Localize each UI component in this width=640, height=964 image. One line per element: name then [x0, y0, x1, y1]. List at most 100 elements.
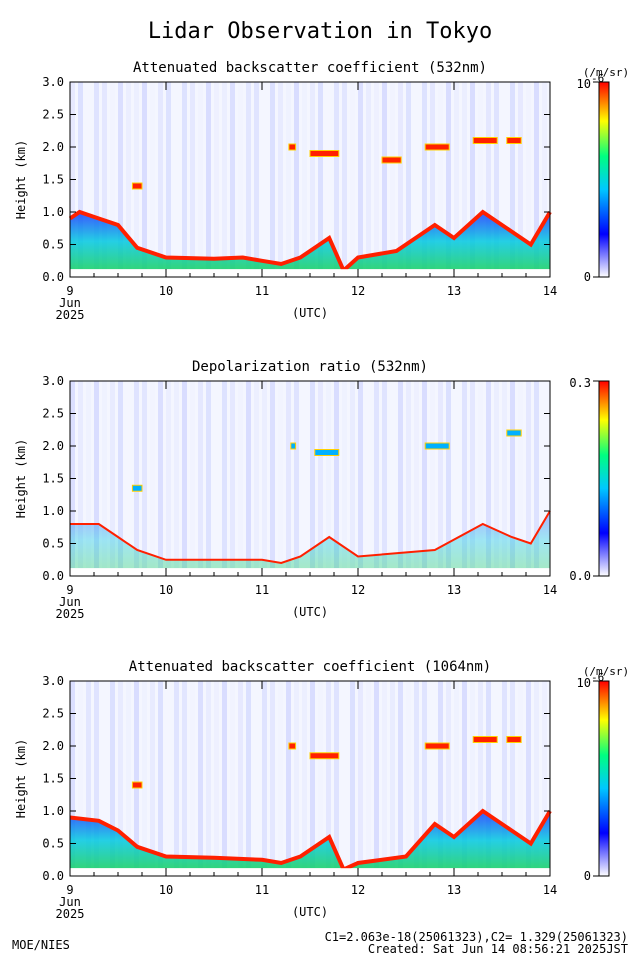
signal-streak: [382, 82, 387, 269]
panels: Attenuated backscatter coefficient (532n…: [14, 60, 629, 921]
signal-streak: [382, 681, 387, 868]
signal-streak: [358, 82, 363, 269]
signal-streak: [510, 381, 515, 568]
colorbar: [598, 380, 610, 577]
signal-streak: [294, 681, 299, 868]
x-tick-label: 11: [255, 284, 269, 298]
signal-streak: [78, 82, 83, 269]
y-tick-label: 0.5: [42, 837, 64, 851]
signal-streak: [150, 82, 155, 269]
colorbar: [598, 680, 610, 877]
signal-streak: [430, 82, 435, 269]
signal-streak: [398, 681, 403, 868]
panel-title: Attenuated backscatter coefficient (532n…: [133, 60, 487, 76]
signal-streak: [182, 381, 187, 568]
colorbar-exponent: -6: [591, 72, 604, 85]
signal-streak: [70, 82, 75, 269]
signal-streak: [318, 381, 323, 568]
cloud-layer: [131, 484, 143, 492]
boundary-layer-top: [69, 808, 552, 873]
signal-streak: [462, 381, 467, 568]
signal-streak: [118, 681, 123, 868]
signal-streak: [110, 681, 115, 868]
cloud-layer: [506, 429, 522, 437]
signal-streak: [166, 381, 171, 568]
signal-streak: [238, 681, 243, 868]
colorbar-min-label: 0: [584, 869, 591, 883]
cloud-layer: [288, 143, 297, 151]
signal-streak: [398, 82, 403, 269]
boundary-layer-top: [68, 209, 552, 274]
signal-streak: [214, 82, 219, 269]
signal-streak: [246, 82, 251, 269]
colorbar-exponent: -6: [591, 671, 604, 684]
signal-streak: [414, 681, 419, 868]
signal-streak: [158, 381, 163, 568]
x-tick-label: 14: [543, 583, 557, 597]
signal-streak: [270, 82, 275, 269]
x-axis-label: (UTC): [292, 905, 328, 919]
signal-streak: [206, 681, 211, 868]
signal-streak: [174, 681, 179, 868]
signal-streak: [190, 82, 195, 269]
signal-streak: [246, 681, 251, 868]
x-tick-label: 9: [66, 883, 73, 897]
figure-title: Lidar Observation in Tokyo: [148, 19, 492, 44]
signal-streak: [390, 82, 395, 269]
signal-streak: [230, 381, 235, 568]
cloud-layer: [309, 752, 340, 760]
signal-streak: [342, 82, 347, 269]
panel-title: Attenuated backscatter coefficient (1064…: [129, 659, 491, 675]
signal-streak: [318, 82, 323, 269]
y-tick-label: 0.0: [42, 869, 64, 883]
signal-streak: [142, 381, 147, 568]
x-tick-label: 10: [159, 583, 173, 597]
x-date-year: 2025: [56, 607, 85, 621]
signal-streak: [350, 381, 355, 568]
signal-streak: [486, 82, 491, 269]
x-axis-label: (UTC): [292, 605, 328, 619]
signal-streak: [494, 82, 499, 269]
signal-streak: [278, 82, 283, 269]
signal-streak: [206, 381, 211, 568]
cloud-layer: [381, 156, 402, 164]
y-tick-label: 0.0: [42, 270, 64, 284]
signal-streak: [134, 82, 139, 269]
signal-streak: [446, 82, 451, 269]
colorbar-max-label: 10: [577, 676, 591, 690]
signal-streak: [310, 381, 315, 568]
signal-streak: [542, 82, 547, 269]
signal-streak: [302, 681, 307, 868]
y-tick-label: 2.0: [42, 739, 64, 753]
signal-streak: [206, 82, 211, 269]
signal-streak: [142, 681, 147, 868]
y-axis-label: Height (km): [14, 439, 28, 518]
signal-streak: [278, 381, 283, 568]
signal-streak: [526, 381, 531, 568]
signal-streak: [334, 82, 339, 269]
signal-streak: [326, 681, 331, 868]
x-tick-label: 10: [159, 883, 173, 897]
cloud-layer: [424, 143, 450, 151]
signal-streak: [230, 681, 235, 868]
signal-streak: [126, 82, 131, 269]
signal-streak: [502, 681, 507, 868]
cloud-layer: [131, 182, 143, 190]
y-tick-label: 0.5: [42, 238, 64, 252]
signal-streak: [230, 82, 235, 269]
signal-streak: [134, 681, 139, 868]
signal-streak: [470, 381, 475, 568]
signal-streak: [262, 381, 267, 568]
signal-streak: [502, 381, 507, 568]
y-tick-label: 2.5: [42, 108, 64, 122]
boundary-layer-top: [70, 510, 551, 565]
x-tick-label: 11: [255, 883, 269, 897]
signal-streak: [398, 381, 403, 568]
signal-streak: [446, 381, 451, 568]
signal-streak: [94, 381, 99, 568]
signal-streak: [334, 381, 339, 568]
y-tick-label: 2.5: [42, 707, 64, 721]
chart-panel-2: Depolarization ratio (532nm) 0.0 0.5 1.0 1.5…: [14, 359, 610, 621]
signal-streak: [534, 82, 539, 269]
signal-streak: [86, 681, 91, 868]
